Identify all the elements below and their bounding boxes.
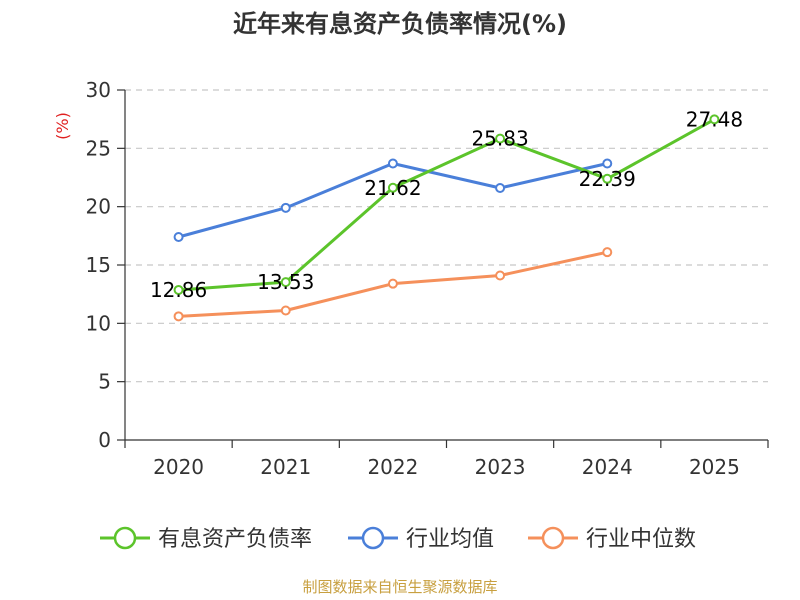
data-label: 21.62 <box>364 176 421 200</box>
data-point <box>387 182 398 193</box>
data-label: 27.48 <box>686 107 743 131</box>
data-point <box>173 284 184 295</box>
data-point <box>709 114 720 125</box>
data-point <box>280 202 291 213</box>
legend-swatch-marker <box>113 526 137 550</box>
data-point <box>495 133 506 144</box>
y-tick-label: 20 <box>86 195 111 219</box>
x-tick-label: 2022 <box>367 455 418 479</box>
legend: 有息资产负债率 行业均值 行业中位数 <box>100 526 696 552</box>
x-tick-label: 2024 <box>582 455 633 479</box>
series-line <box>178 162 608 239</box>
data-point <box>173 232 184 242</box>
x-tick-label: 2020 <box>153 455 204 479</box>
data-point <box>602 158 613 169</box>
legend-swatch-marker <box>361 526 385 550</box>
series-layer <box>173 114 720 322</box>
data-point <box>602 173 613 184</box>
data-label: 25.83 <box>471 127 528 151</box>
legend-label: 行业均值 <box>406 527 494 552</box>
data-point <box>495 270 506 281</box>
legend-swatch-marker <box>541 526 565 550</box>
data-point <box>387 158 398 169</box>
data-label: 13.53 <box>257 270 314 294</box>
data-labels: 12.86 13.53 21.62 25.83 22.39 27.48 <box>150 107 743 302</box>
data-point <box>280 277 291 288</box>
data-label: 12.86 <box>150 278 207 302</box>
y-tick-label: 10 <box>86 311 111 335</box>
chart-title: 近年来有息资产负债率情况(%) <box>233 10 567 38</box>
x-tick-label: 2023 <box>475 455 526 479</box>
y-tick-label: 30 <box>86 78 111 102</box>
grid <box>125 89 768 383</box>
y-tick-label: 25 <box>86 136 111 160</box>
y-tick-label: 5 <box>98 370 111 394</box>
data-point <box>602 247 613 258</box>
y-axis-label: (%) <box>53 112 72 140</box>
x-tick-label: 2021 <box>260 455 311 479</box>
data-point <box>173 311 184 322</box>
series-line <box>178 118 716 292</box>
data-label: 22.39 <box>579 167 636 191</box>
data-point <box>495 183 506 193</box>
y-tick-label: 0 <box>98 428 111 452</box>
legend-label: 有息资产负债率 <box>158 527 312 552</box>
data-point <box>387 278 398 289</box>
legend-label: 行业中位数 <box>586 527 696 552</box>
source-note: 制图数据来自恒生聚源数据库 <box>302 578 497 596</box>
y-tick-label: 15 <box>86 253 111 277</box>
x-tick-label: 2025 <box>689 455 740 479</box>
data-point <box>280 305 291 316</box>
